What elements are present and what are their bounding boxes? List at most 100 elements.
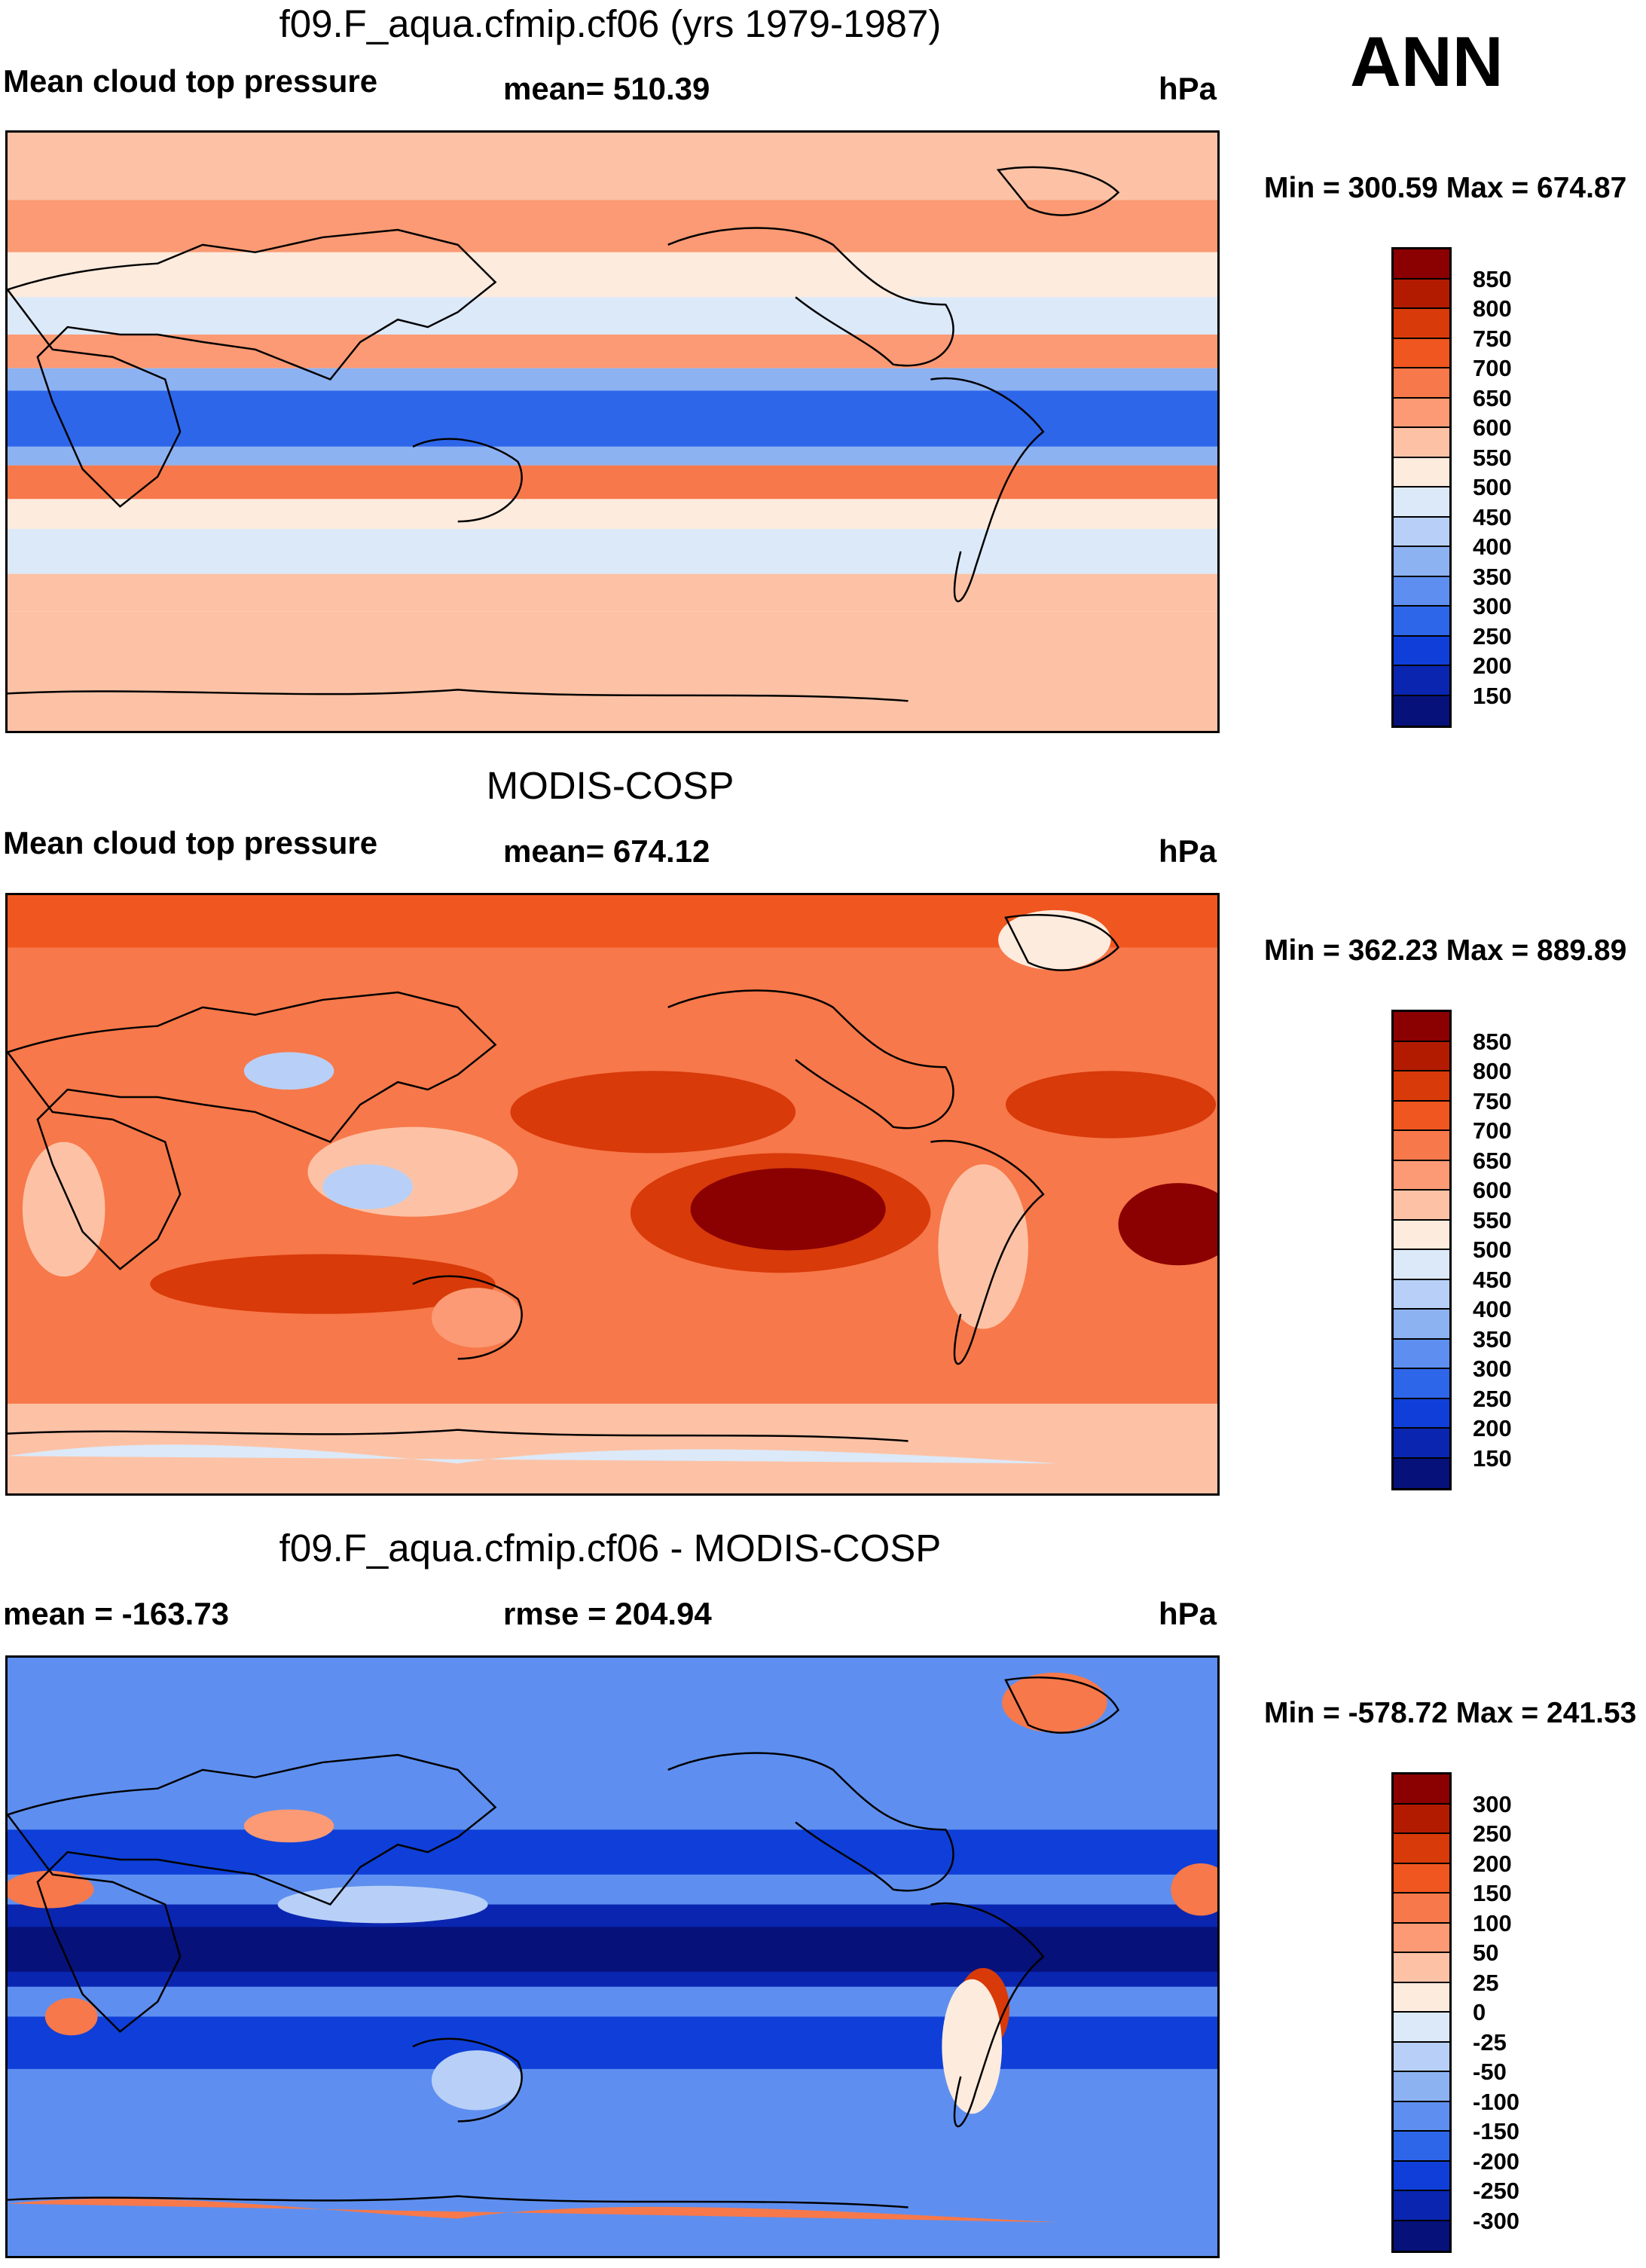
colorbar-3-segment [1394, 2132, 1449, 2162]
colorbar-2-tick-label: 300 [1473, 1356, 1512, 1382]
colorbar-2-tick-label: 850 [1473, 1028, 1512, 1055]
colorbar-1-segment [1394, 695, 1449, 726]
colorbar-2-tick-label: 200 [1473, 1415, 1512, 1441]
p1-band-midlat-s [8, 573, 1217, 612]
colorbar-2-segment [1394, 1398, 1449, 1429]
p2-greenland [998, 909, 1111, 970]
colorbar-2-segment [1394, 1160, 1449, 1191]
colorbar-1-segment [1394, 398, 1449, 428]
colorbar-1-segment [1394, 457, 1449, 488]
panel3-left-label: mean = -163.73 [3, 1596, 230, 1631]
colorbar-3-tick-label: -250 [1473, 2178, 1520, 2204]
p1-band-itcz [8, 390, 1217, 447]
colorbar-3-tick-label: 150 [1473, 1880, 1512, 1906]
p2-band-southern-ocean [8, 1313, 1217, 1404]
colorbar-2-segment [1394, 1071, 1449, 1102]
colorbar-3-segment [1394, 2013, 1449, 2043]
colorbar-2-segment [1394, 1279, 1449, 1310]
colorbar-2-tick-label: 500 [1473, 1236, 1512, 1263]
panel3-rmse-label: rmse = 204.94 [503, 1596, 712, 1631]
colorbar-3-segment [1394, 2221, 1449, 2251]
panel3-map [5, 1655, 1220, 2258]
colorbar-3-tick-label: -25 [1473, 2028, 1507, 2056]
p1-band-itcz-edge-n [8, 368, 1217, 391]
colorbar-2-segment [1394, 1458, 1449, 1488]
p1-band-tropics-s-red [8, 465, 1217, 500]
colorbar-1-segment [1394, 488, 1449, 518]
colorbar-2-segment [1394, 1310, 1449, 1340]
p1-coastlines [8, 166, 1120, 702]
colorbar-2-tick-label: 750 [1473, 1087, 1512, 1114]
colorbar-2-segment [1394, 1250, 1449, 1280]
p2-atlantic-n-dark [1006, 1071, 1217, 1139]
colorbar-1-segment [1394, 428, 1449, 458]
p1-band-midlat-n [8, 200, 1217, 252]
colorbar-3-tick-label: -150 [1473, 2118, 1520, 2144]
colorbar-3-tick-label: 300 [1473, 1790, 1512, 1817]
colorbar-1-tick-label: 600 [1473, 414, 1512, 441]
colorbar-2-tick-label: 650 [1473, 1147, 1512, 1174]
colorbar-1-tick-label: 550 [1473, 444, 1512, 471]
panel1-left-label: Mean cloud top pressure [3, 63, 378, 99]
colorbar-1-tick-label: 800 [1473, 295, 1512, 322]
colorbar-1-segment [1394, 279, 1449, 309]
p2-coastlines [8, 913, 1120, 1442]
p2-antarctic-blue [8, 1444, 1058, 1464]
colorbar-2-segment [1394, 1101, 1449, 1131]
colorbar-3-tick-label: 0 [1473, 1999, 1486, 2025]
colorbar-3 [1391, 1772, 1452, 2253]
panel2-left-label: Mean cloud top pressure [3, 825, 378, 860]
panel2-units: hPa [1159, 833, 1217, 869]
colorbar-3-segment [1394, 1863, 1449, 1894]
p1-band-subtrop-s-light [8, 499, 1217, 530]
colorbar-1-segment [1394, 368, 1449, 399]
p1-band-itcz-edge-s [8, 446, 1217, 466]
colorbar-3-tick-label: -200 [1473, 2147, 1520, 2175]
colorbar-3-segment [1394, 2072, 1449, 2102]
panel3-title: f09.F_aqua.cfmip.cf06 - MODIS-COSP [279, 1527, 942, 1570]
panel1-units: hPa [1159, 71, 1217, 106]
colorbar-3-tick-label: -50 [1473, 2059, 1507, 2085]
p3-atlantic-se [1171, 1863, 1217, 1916]
p1-band-subtrop-n-blue [8, 297, 1217, 335]
colorbar-2-tick-label: 450 [1473, 1266, 1512, 1293]
colorbar-3-tick-label: 50 [1473, 1939, 1499, 1966]
panel2-mean-label: mean= 674.12 [503, 833, 710, 869]
p3-greenland [1002, 1672, 1107, 1733]
colorbar-3-segment [1394, 1774, 1449, 1805]
p2-samerica-light [938, 1164, 1028, 1329]
colorbar-1-tick-label: 500 [1473, 474, 1512, 500]
p2-pacific-n-dark [510, 1071, 796, 1154]
colorbar-1 [1391, 247, 1452, 728]
p1-band-tropics-n-red [8, 334, 1217, 368]
colorbar-1-segment [1394, 636, 1449, 666]
p3-antarctic-red [8, 2198, 1058, 2223]
panel1-min-max: Min = 300.59 Max = 674.87 [1264, 172, 1627, 204]
p2-australia [431, 1288, 522, 1348]
colorbar-2-segment [1394, 1339, 1449, 1369]
colorbar-1-tick-label: 150 [1473, 682, 1512, 709]
colorbar-3-segment [1394, 2161, 1449, 2191]
colorbar-2-tick-label: 250 [1473, 1385, 1512, 1412]
p2-warm-pool-blue [322, 1164, 413, 1209]
panel3-units: hPa [1159, 1596, 1217, 1631]
colorbar-1-tick-label: 750 [1473, 325, 1512, 352]
panel3-min-max: Min = -578.72 Max = 241.53 [1264, 1697, 1637, 1729]
panel1-map-svg [8, 133, 1217, 731]
p3-samerica-light [942, 1979, 1003, 2114]
colorbar-3-segment [1394, 2042, 1449, 2072]
colorbar-1-tick-label: 850 [1473, 265, 1512, 292]
p2-tibet-blue [243, 1052, 334, 1090]
colorbar-2-segment [1394, 1429, 1449, 1459]
colorbar-1-segment [1394, 338, 1449, 368]
p2-pacific-se-core [690, 1168, 886, 1251]
colorbar-2-tick-label: 600 [1473, 1177, 1512, 1203]
colorbar-3-tick-label: 100 [1473, 1909, 1512, 1936]
colorbar-2-segment [1394, 1369, 1449, 1399]
colorbar-1-segment [1394, 607, 1449, 637]
colorbar-3-segment [1394, 1834, 1449, 1864]
colorbar-1-tick-label: 450 [1473, 503, 1512, 530]
colorbar-2-segment [1394, 1191, 1449, 1221]
p3-band-n-dark [8, 1829, 1217, 1875]
colorbar-1-segment [1394, 576, 1449, 607]
